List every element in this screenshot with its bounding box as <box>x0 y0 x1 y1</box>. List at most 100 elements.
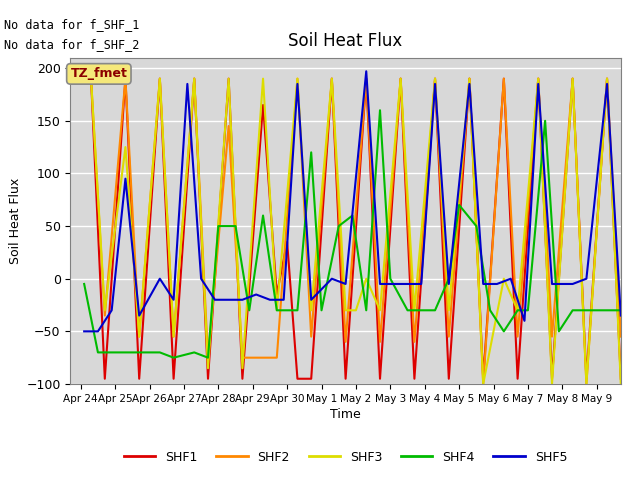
SHF4 <box>273 307 280 313</box>
SHF3 <box>514 307 522 313</box>
SHF1 <box>87 76 95 82</box>
SHF4 <box>259 213 267 218</box>
SHF5 <box>479 281 487 287</box>
SHF1 <box>397 76 404 82</box>
SHF1 <box>445 376 452 382</box>
SHF1 <box>342 376 349 382</box>
SHF2 <box>342 339 349 345</box>
SHF5 <box>239 297 246 303</box>
SHF3 <box>362 276 370 282</box>
SHF2 <box>249 355 257 360</box>
SHF5 <box>376 281 384 287</box>
SHF3 <box>328 76 335 82</box>
Line: SHF3: SHF3 <box>91 79 621 384</box>
SHF2 <box>156 76 164 82</box>
SHF2 <box>362 76 370 82</box>
SHF1 <box>514 376 522 382</box>
SHF4 <box>431 307 439 313</box>
SHF1 <box>204 376 212 382</box>
SHF3 <box>307 307 315 313</box>
SHF3 <box>376 307 384 313</box>
SHF2 <box>239 355 246 360</box>
SHF4 <box>246 307 253 313</box>
SHF5 <box>266 297 274 303</box>
SHF5 <box>507 276 515 282</box>
SHF4 <box>170 355 177 360</box>
SHF2 <box>466 76 474 82</box>
SHF1 <box>170 376 177 382</box>
SHF1 <box>259 102 267 108</box>
SHF2 <box>191 76 198 82</box>
SHF3 <box>87 76 95 82</box>
SHF2 <box>376 339 384 345</box>
SHF4 <box>472 223 480 229</box>
SHF5 <box>225 297 232 303</box>
SHF2 <box>204 355 212 360</box>
SHF3 <box>170 334 177 339</box>
SHF3 <box>617 381 625 387</box>
SHF3 <box>397 76 404 82</box>
SHF3 <box>342 307 349 313</box>
SHF4 <box>617 307 625 313</box>
SHF3 <box>411 307 419 313</box>
SHF5 <box>390 281 397 287</box>
SHF3 <box>569 76 577 82</box>
SHF3 <box>479 381 487 387</box>
SHF2 <box>328 76 335 82</box>
SHF5 <box>108 307 116 313</box>
SHF2 <box>514 334 522 339</box>
SHF1 <box>273 292 280 298</box>
SHF5 <box>569 281 577 287</box>
SHF4 <box>455 202 463 208</box>
SHF4 <box>294 307 301 313</box>
SHF4 <box>500 328 508 334</box>
SHF1 <box>479 376 487 382</box>
SHF3 <box>548 381 556 387</box>
SHF2 <box>445 334 452 339</box>
SHF4 <box>486 307 494 313</box>
SHF1 <box>466 76 474 82</box>
SHF3 <box>101 307 109 313</box>
SHF1 <box>411 376 419 382</box>
SHF3 <box>352 307 360 313</box>
SHF4 <box>582 307 590 313</box>
SHF5 <box>252 292 260 298</box>
SHF5 <box>156 276 164 282</box>
SHF5 <box>81 328 88 334</box>
SHF5 <box>342 281 349 287</box>
SHF2 <box>617 334 625 339</box>
SHF3 <box>259 76 267 82</box>
SHF5 <box>170 297 177 303</box>
SHF5 <box>445 281 452 287</box>
SHF1 <box>362 76 370 82</box>
SHF4 <box>94 349 102 355</box>
SHF4 <box>191 349 198 355</box>
SHF1 <box>156 76 164 82</box>
SHF2 <box>136 334 143 339</box>
SHF4 <box>604 307 611 313</box>
SHF2 <box>411 339 419 345</box>
SHF3 <box>294 76 301 82</box>
SHF2 <box>170 334 177 339</box>
SHF2 <box>548 334 556 339</box>
SHF3 <box>273 307 280 313</box>
SHF4 <box>387 276 394 282</box>
SHF1 <box>191 76 198 82</box>
SHF4 <box>524 307 532 313</box>
SHF2 <box>582 381 590 387</box>
SHF5 <box>466 81 474 87</box>
SHF3 <box>225 76 232 82</box>
SHF5 <box>534 81 542 87</box>
SHF2 <box>569 76 577 82</box>
SHF5 <box>431 81 439 87</box>
SHF1 <box>239 376 246 382</box>
SHF4 <box>307 149 315 155</box>
SHF4 <box>404 307 412 313</box>
SHF5 <box>294 81 301 87</box>
SHF5 <box>280 297 287 303</box>
SHF4 <box>514 307 522 313</box>
Line: SHF4: SHF4 <box>84 110 621 358</box>
SHF2 <box>431 76 439 82</box>
SHF4 <box>569 307 577 313</box>
SHF3 <box>239 365 246 371</box>
